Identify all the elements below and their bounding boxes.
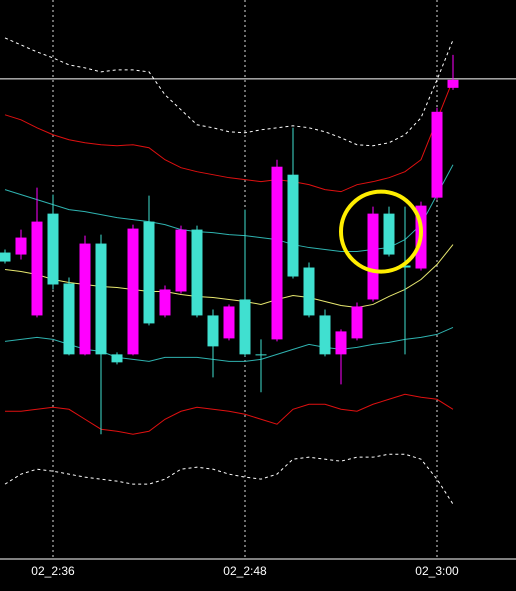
candle-body bbox=[207, 315, 219, 347]
candle-body bbox=[47, 213, 59, 285]
band-line bbox=[4, 79, 454, 193]
candle-body bbox=[0, 252, 11, 262]
candle-body bbox=[319, 315, 331, 355]
x-tick-label: 02_3:00 bbox=[415, 564, 459, 578]
candle-body bbox=[191, 229, 203, 316]
candle-body bbox=[255, 354, 267, 356]
band-line bbox=[4, 37, 454, 147]
candle-body bbox=[143, 221, 155, 324]
highlight-circle bbox=[339, 189, 423, 274]
candle-body bbox=[175, 229, 187, 292]
candle-body bbox=[63, 283, 75, 355]
candle-body bbox=[303, 267, 315, 316]
candle-body bbox=[447, 79, 459, 88]
candle-body bbox=[431, 111, 443, 198]
candle-body bbox=[287, 174, 299, 277]
band-line bbox=[5, 393, 454, 435]
candle-body bbox=[15, 237, 27, 255]
candle-body bbox=[399, 265, 411, 268]
x-tick-label: 02_2:36 bbox=[31, 564, 75, 578]
candle-body bbox=[31, 221, 43, 316]
candle-body bbox=[367, 213, 379, 300]
candle-body bbox=[223, 306, 235, 339]
candle-body bbox=[95, 243, 107, 355]
candle-body bbox=[239, 299, 251, 355]
candle-body bbox=[271, 166, 283, 340]
candle-body bbox=[383, 213, 395, 255]
candle-body bbox=[79, 243, 91, 355]
x-tick-label: 02_2:48 bbox=[223, 564, 267, 578]
candle-body bbox=[159, 289, 171, 316]
candle-body bbox=[127, 228, 139, 355]
band-line bbox=[4, 453, 454, 505]
candle-body bbox=[335, 331, 347, 355]
candle-body bbox=[351, 306, 363, 339]
candle-body bbox=[111, 354, 123, 363]
